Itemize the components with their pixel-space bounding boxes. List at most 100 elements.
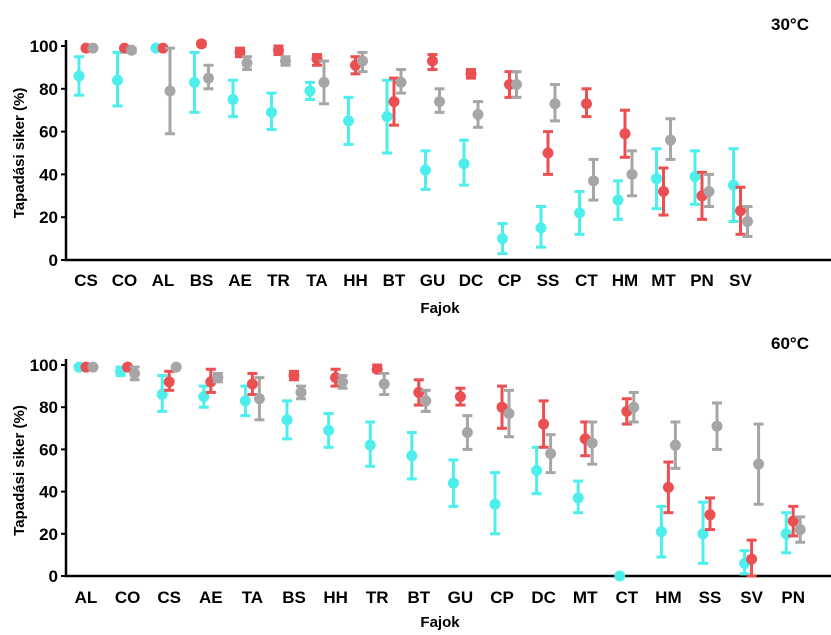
x-tick-label: HM [612, 271, 638, 290]
x-axis-title: Fajok [420, 614, 460, 630]
data-point [711, 420, 723, 432]
data-point [704, 509, 716, 521]
data-point [588, 175, 599, 187]
x-tick-label: CS [157, 588, 181, 607]
data-point [434, 96, 445, 108]
data-point [318, 76, 330, 88]
data-point [586, 437, 598, 449]
data-point [420, 164, 431, 176]
data-point [489, 498, 501, 510]
data-point [472, 108, 484, 120]
x-tick-label: DC [459, 271, 484, 290]
y-axis-title: Tapadási siker (%) [11, 405, 28, 536]
data-point [535, 222, 547, 234]
x-tick-label: MT [651, 271, 676, 290]
data-point [126, 44, 137, 56]
data-point [427, 55, 438, 67]
x-tick-label: HH [343, 271, 368, 290]
data-point [542, 147, 554, 159]
data-point [413, 386, 425, 398]
data-point [454, 391, 466, 403]
data-point [73, 70, 85, 82]
data-point [129, 367, 141, 379]
data-point [581, 98, 592, 110]
data-point [280, 55, 291, 67]
data-point [626, 168, 638, 180]
y-tick-label: 0 [49, 567, 58, 586]
series-2 [80, 38, 746, 236]
data-point [388, 96, 400, 108]
data-point [395, 76, 407, 88]
x-tick-label: CS [74, 271, 98, 290]
data-point [746, 553, 758, 565]
series-3 [87, 42, 753, 238]
data-point [545, 448, 557, 460]
x-tick-label: MT [573, 588, 598, 607]
data-point [323, 424, 335, 436]
data-point [87, 361, 99, 373]
data-point [461, 427, 473, 439]
x-tick-label: CP [490, 588, 514, 607]
y-tick-label: 100 [30, 37, 58, 56]
data-point [669, 439, 681, 451]
y-tick-label: 0 [49, 251, 58, 270]
data-point [203, 72, 214, 84]
series-1 [73, 42, 739, 256]
x-tick-label: AE [199, 588, 223, 607]
data-point [227, 94, 239, 105]
panel-title: 30°C [771, 15, 809, 34]
x-tick-label: CT [575, 271, 598, 290]
y-tick-label: 40 [39, 165, 58, 184]
data-point [196, 38, 207, 50]
data-point [164, 85, 176, 97]
x-tick-label: BS [190, 271, 214, 290]
data-point [122, 361, 134, 373]
data-point [658, 186, 669, 198]
data-point [651, 173, 662, 185]
series-2 [80, 361, 799, 578]
data-point [212, 372, 224, 384]
x-tick-label: SV [729, 271, 752, 290]
data-point [511, 79, 522, 91]
data-point [311, 53, 323, 65]
x-tick-label: CP [498, 271, 522, 290]
data-point [572, 492, 584, 504]
data-point [337, 376, 349, 388]
x-tick-label: DC [531, 588, 556, 607]
x-tick-label: BT [407, 588, 430, 607]
x-tick-label: TR [267, 271, 290, 290]
data-point [239, 395, 251, 407]
data-point [465, 68, 477, 80]
data-point [163, 376, 175, 388]
y-tick-label: 20 [39, 525, 58, 544]
x-tick-label: GU [420, 271, 446, 290]
series-1 [73, 361, 792, 582]
data-point [531, 465, 543, 476]
data-point [612, 194, 624, 206]
data-point [496, 401, 508, 413]
data-point [794, 524, 806, 536]
data-point [170, 361, 182, 373]
data-point [735, 205, 746, 217]
data-point [574, 207, 585, 219]
data-point [458, 158, 470, 170]
x-tick-label: TA [242, 588, 263, 607]
data-point [665, 134, 676, 146]
data-point [780, 528, 792, 540]
panel-title: 60°C [771, 334, 809, 353]
x-tick-label: BT [383, 271, 406, 290]
y-tick-label: 60 [39, 440, 58, 459]
data-point [662, 481, 674, 493]
x-tick-label: CO [115, 588, 141, 607]
data-point [503, 408, 515, 420]
y-tick-label: 60 [39, 123, 58, 142]
data-point [288, 370, 300, 382]
series-3 [87, 361, 806, 544]
data-point [619, 128, 631, 140]
x-tick-label: AL [152, 271, 175, 290]
x-tick-label: AE [228, 271, 252, 290]
data-point [655, 526, 667, 538]
data-point [87, 42, 99, 54]
